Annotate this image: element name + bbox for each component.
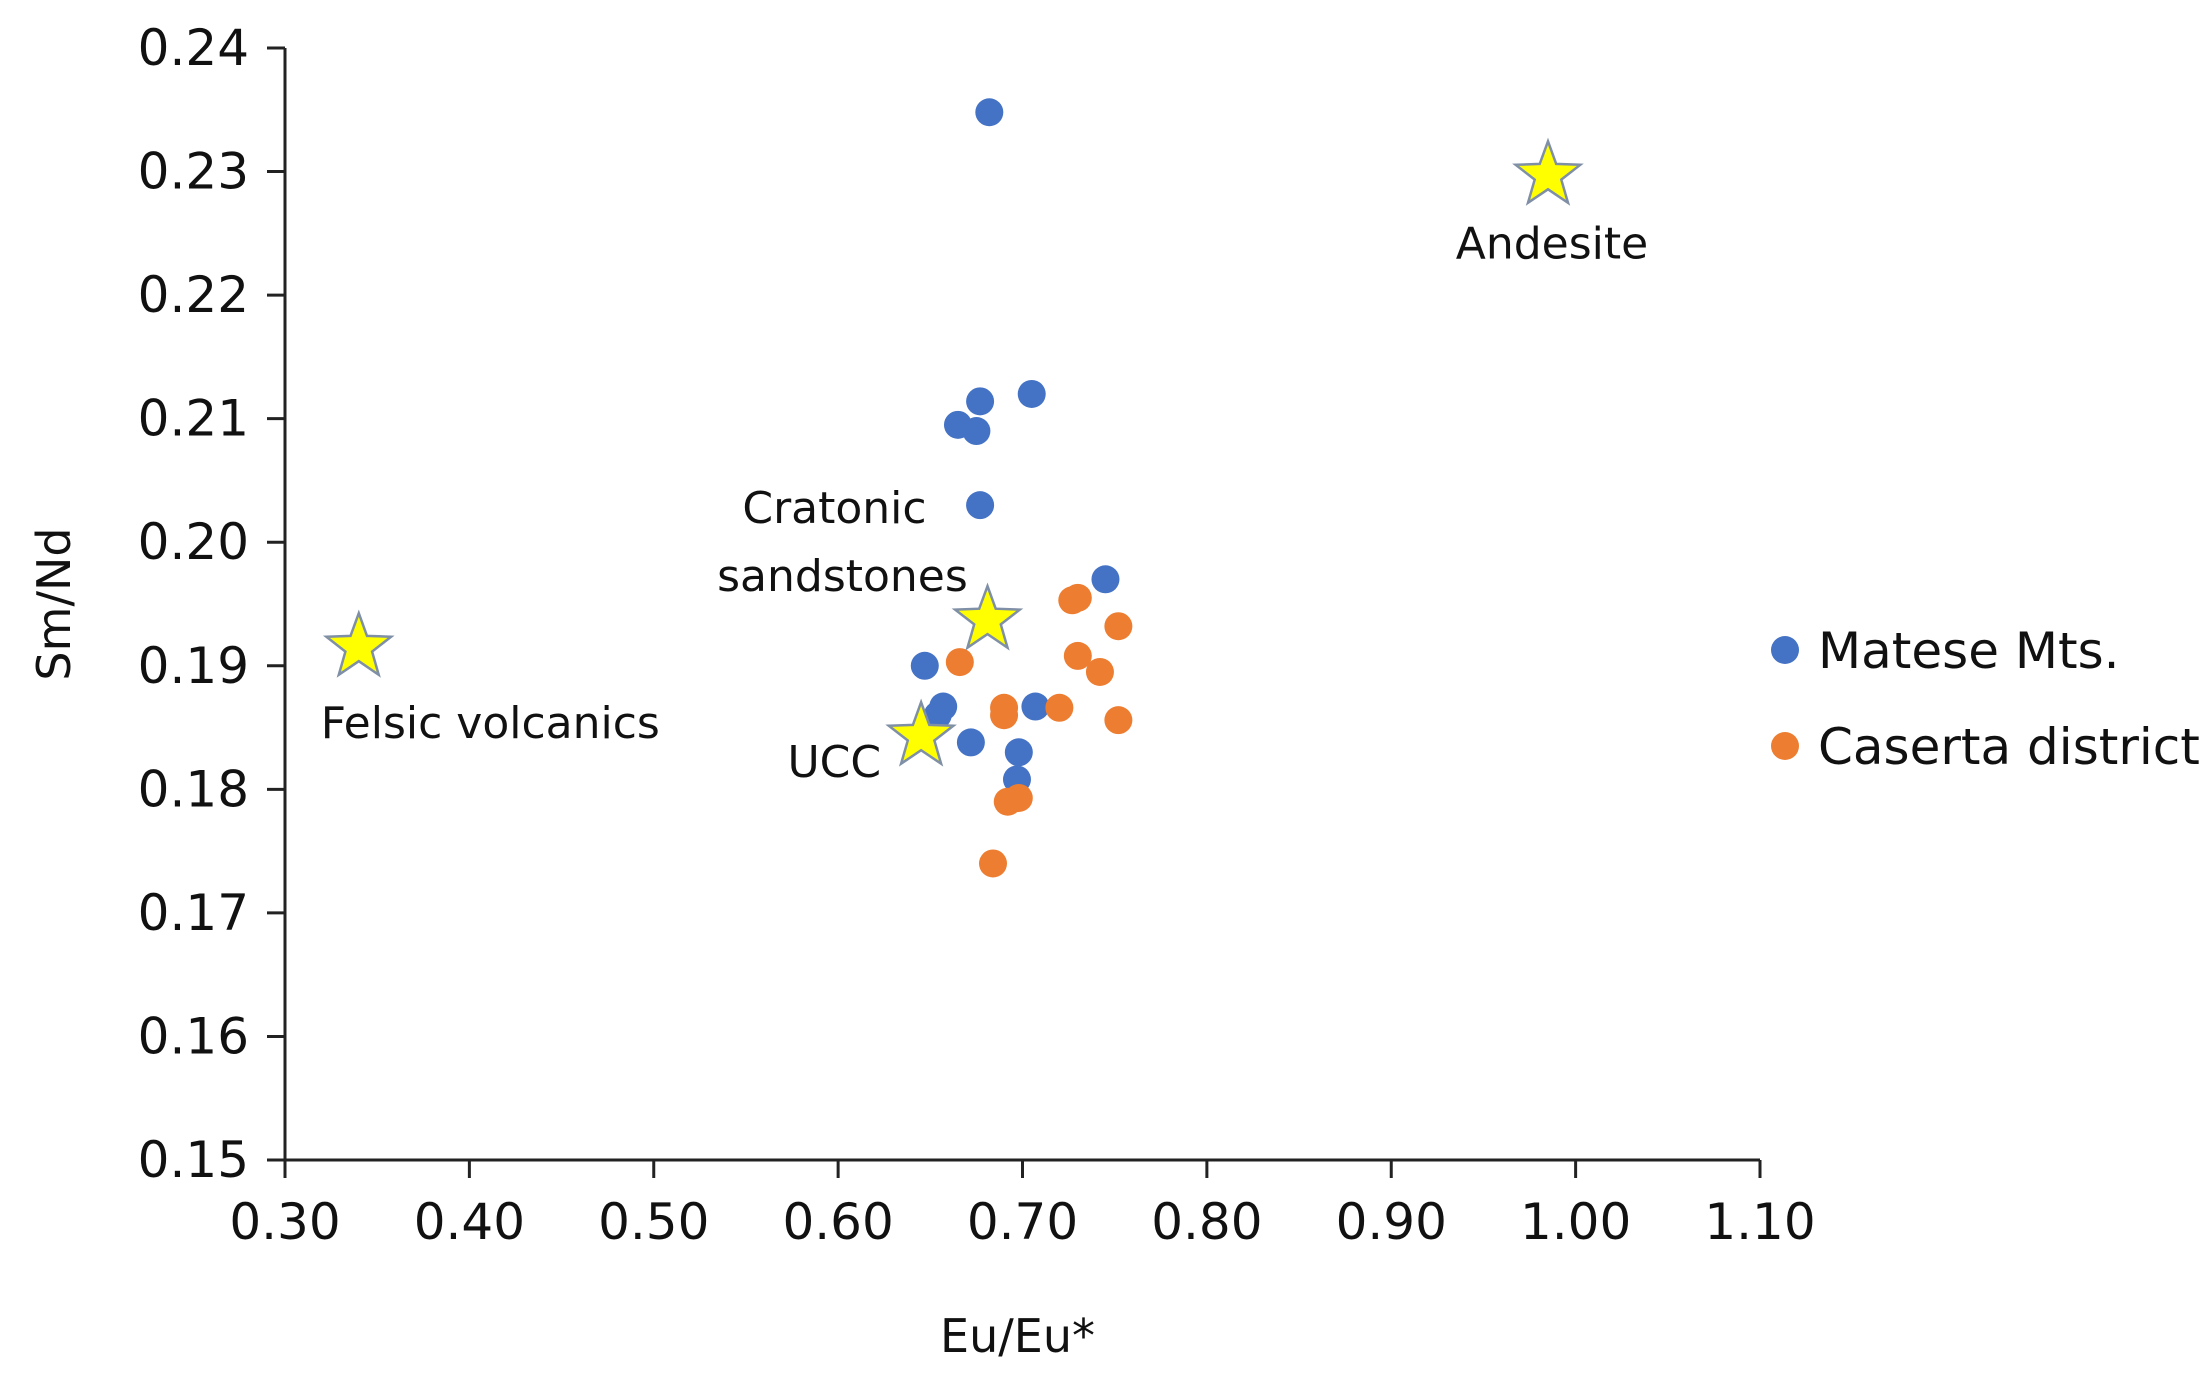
- data-point-caserta-district: [1004, 783, 1033, 812]
- data-point-matese-mts: [1017, 379, 1046, 408]
- data-point-matese-mts: [966, 491, 995, 520]
- legend-label: Caserta district: [1818, 718, 2200, 776]
- legend-marker: [1771, 732, 1799, 760]
- data-point-caserta-district: [1045, 693, 1074, 722]
- y-axis-title: Sm/Nd: [27, 527, 81, 680]
- y-tick-label: 0.20: [138, 513, 249, 571]
- x-axis-title: Eu/Eu*: [940, 1309, 1095, 1363]
- data-point-matese-mts: [1021, 692, 1050, 721]
- data-point-caserta-district: [1104, 612, 1133, 641]
- legend-label: Matese Mts.: [1818, 622, 2120, 680]
- y-tick-label: 0.16: [138, 1007, 249, 1065]
- x-tick-label: 0.80: [1151, 1193, 1262, 1251]
- x-tick-label: 0.30: [229, 1193, 340, 1251]
- x-ticks: 0.30 0.40 0.50 0.60 0.70 0.80 0.90 1.00 1.10: [229, 1160, 1816, 1251]
- data-point-matese-mts: [962, 417, 991, 446]
- y-tick-label: 0.23: [138, 143, 249, 201]
- y-tick-label: 0.19: [138, 637, 249, 695]
- x-tick-label: 0.50: [598, 1193, 709, 1251]
- data-point-caserta-district: [1085, 657, 1114, 686]
- data-point-matese-mts: [1091, 565, 1120, 594]
- data-point-caserta-district: [979, 849, 1007, 878]
- reference-label-cratonic-sandstones: Cratonic sandstones: [717, 483, 968, 602]
- data-point-matese-mts: [923, 701, 952, 730]
- reference-star-felsic-volcanics: [322, 609, 395, 678]
- reference-label-felsic-volcanics: Felsic volcanics: [321, 698, 660, 749]
- y-tick-label: 0.15: [138, 1131, 249, 1189]
- y-tick-label: 0.18: [138, 760, 249, 818]
- y-ticks: 0.15 0.16 0.17 0.18 0.19 0.20 0.21 0.22 0.23 0.24: [138, 19, 285, 1189]
- x-tick-label: 1.00: [1520, 1193, 1631, 1251]
- x-tick-label: 0.40: [414, 1193, 525, 1251]
- x-tick-label: 0.60: [782, 1193, 893, 1251]
- y-tick-label: 0.21: [138, 390, 249, 448]
- data-point-matese-mts: [975, 98, 1004, 127]
- data-points: [910, 98, 1133, 878]
- reference-markers: Andesite Felsic volcanics Cratonic sandston…: [321, 137, 1648, 788]
- data-point-caserta-district: [1104, 706, 1133, 735]
- reference-label-andesite: Andesite: [1456, 218, 1648, 269]
- x-tick-label: 1.10: [1704, 1193, 1815, 1251]
- data-point-caserta-district: [1063, 641, 1092, 670]
- x-tick-label: 0.70: [967, 1193, 1078, 1251]
- data-point-caserta-district: [945, 648, 974, 677]
- data-point-matese-mts: [910, 651, 939, 680]
- x-tick-label: 0.90: [1336, 1193, 1447, 1251]
- axes: [283, 48, 1760, 1162]
- data-point-caserta-district: [990, 701, 1019, 730]
- data-point-matese-mts: [966, 387, 995, 416]
- data-point-matese-mts: [956, 728, 985, 757]
- data-point-matese-mts: [1004, 738, 1033, 767]
- y-tick-label: 0.24: [138, 19, 249, 77]
- legend: Matese Mts. Caserta district: [1771, 622, 2200, 776]
- reference-star-ucc: [885, 698, 957, 767]
- reference-star-andesite: [1512, 137, 1584, 206]
- y-tick-label: 0.17: [138, 884, 249, 942]
- reference-star-cratonic-sandstones: [951, 582, 1024, 651]
- legend-marker: [1771, 636, 1799, 664]
- reference-label-ucc: UCC: [787, 737, 881, 788]
- data-point-caserta-district: [1063, 583, 1092, 612]
- y-tick-label: 0.22: [138, 266, 249, 324]
